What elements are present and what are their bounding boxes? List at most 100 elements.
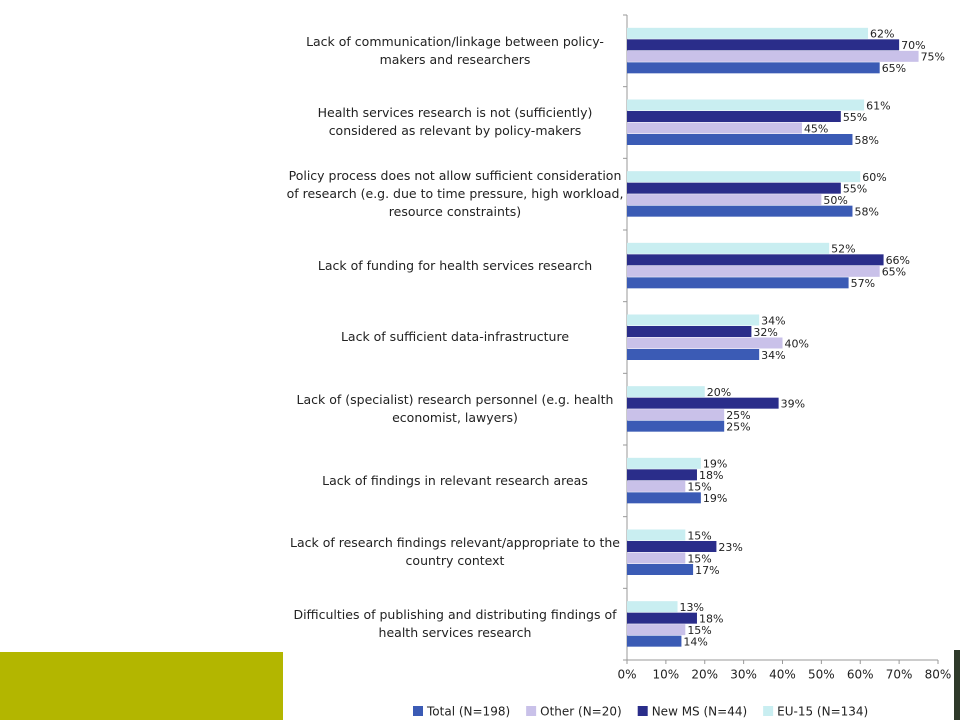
value-label: 34% — [761, 314, 785, 327]
value-label: 61% — [866, 99, 890, 112]
x-tick-label: 40% — [769, 668, 796, 682]
bar — [627, 111, 841, 122]
value-label: 25% — [726, 409, 750, 422]
value-label: 15% — [687, 481, 711, 494]
value-label: 15% — [687, 552, 711, 565]
bar — [627, 277, 849, 289]
bar — [627, 457, 701, 469]
bar — [627, 612, 697, 624]
value-label: 15% — [687, 624, 711, 637]
bar — [627, 242, 830, 254]
x-tick-label: 10% — [653, 668, 680, 682]
bar — [627, 552, 686, 564]
bar — [627, 601, 678, 613]
bar — [627, 314, 760, 326]
x-tick-label: 30% — [730, 668, 757, 682]
bar — [627, 50, 919, 62]
category-label: Lack of communication/linkage between po… — [306, 33, 604, 67]
bar — [627, 134, 853, 145]
value-label: 60% — [862, 171, 886, 184]
bar — [627, 349, 760, 360]
value-label: 65% — [882, 266, 906, 279]
value-label: 19% — [703, 458, 727, 471]
category-label: Lack of funding for health services rese… — [317, 257, 593, 273]
bar — [627, 541, 717, 552]
bar — [627, 62, 880, 74]
legend-swatch — [637, 706, 648, 716]
value-label: 45% — [804, 122, 828, 135]
category-label: Difficulties of publishing and distribut… — [293, 607, 617, 641]
value-label: 50% — [823, 194, 847, 207]
bar — [627, 480, 686, 492]
value-label: 62% — [870, 28, 894, 41]
bar — [627, 39, 900, 51]
bar — [627, 122, 802, 134]
value-label: 20% — [707, 386, 731, 399]
bar — [627, 337, 783, 349]
bar — [627, 265, 880, 277]
value-label: 58% — [854, 134, 878, 147]
bar — [627, 205, 853, 217]
bar — [627, 326, 752, 337]
x-tick-label: 0% — [617, 668, 636, 682]
value-label: 55% — [843, 182, 867, 195]
bar — [627, 254, 884, 266]
x-tick-label: 50% — [808, 668, 835, 682]
value-label: 65% — [882, 62, 906, 75]
bar — [627, 635, 682, 647]
value-label: 32% — [753, 326, 777, 339]
legend-label: EU-15 (N=134) — [777, 705, 868, 719]
value-label: 52% — [831, 243, 855, 256]
legend-label: Total (N=198) — [426, 705, 510, 719]
value-label: 70% — [901, 39, 925, 52]
value-label: 19% — [703, 492, 727, 505]
bar — [627, 469, 697, 481]
bar — [627, 529, 686, 541]
legend-swatch — [763, 706, 774, 716]
x-tick-label: 20% — [691, 668, 718, 682]
x-tick-label: 80% — [925, 668, 952, 682]
value-label: 39% — [781, 397, 805, 410]
bar — [627, 99, 865, 111]
value-label: 18% — [699, 469, 723, 482]
value-label: 40% — [785, 337, 809, 350]
legend-swatch — [526, 706, 537, 716]
category-label: Lack of (specialist) research personnel … — [296, 392, 614, 426]
legend-label: Other (N=20) — [540, 705, 622, 719]
value-label: 75% — [921, 51, 945, 64]
value-label: 66% — [886, 254, 910, 267]
bar — [627, 397, 779, 409]
value-label: 55% — [843, 111, 867, 124]
bar — [627, 194, 822, 206]
value-label: 57% — [851, 277, 875, 290]
bar — [627, 386, 705, 398]
bar — [627, 182, 841, 194]
bar — [627, 420, 725, 432]
value-label: 17% — [695, 564, 719, 577]
decor-edge — [954, 650, 960, 720]
value-label: 58% — [854, 205, 878, 218]
category-label: Lack of research findings relevant/appro… — [290, 535, 620, 569]
legend-label: New MS (N=44) — [652, 705, 747, 719]
value-label: 13% — [680, 601, 704, 614]
bar — [627, 624, 686, 636]
bar — [627, 564, 694, 575]
bar — [627, 409, 725, 421]
value-label: 25% — [726, 420, 750, 433]
x-tick-label: 60% — [847, 668, 874, 682]
category-label: Lack of findings in relevant research ar… — [322, 472, 588, 488]
value-label: 14% — [683, 635, 707, 648]
category-label: Health services research is not (suffici… — [317, 105, 593, 139]
bar — [627, 492, 701, 504]
x-tick-label: 70% — [886, 668, 913, 682]
bar — [627, 27, 869, 39]
legend-swatch — [413, 706, 423, 716]
value-label: 15% — [687, 529, 711, 542]
value-label: 34% — [761, 349, 785, 362]
category-label: Lack of sufficient data-infrastructure — [340, 329, 570, 345]
value-label: 18% — [699, 612, 723, 625]
decor-block — [0, 652, 283, 720]
category-label: Policy process does not allow sufficient… — [286, 168, 624, 220]
